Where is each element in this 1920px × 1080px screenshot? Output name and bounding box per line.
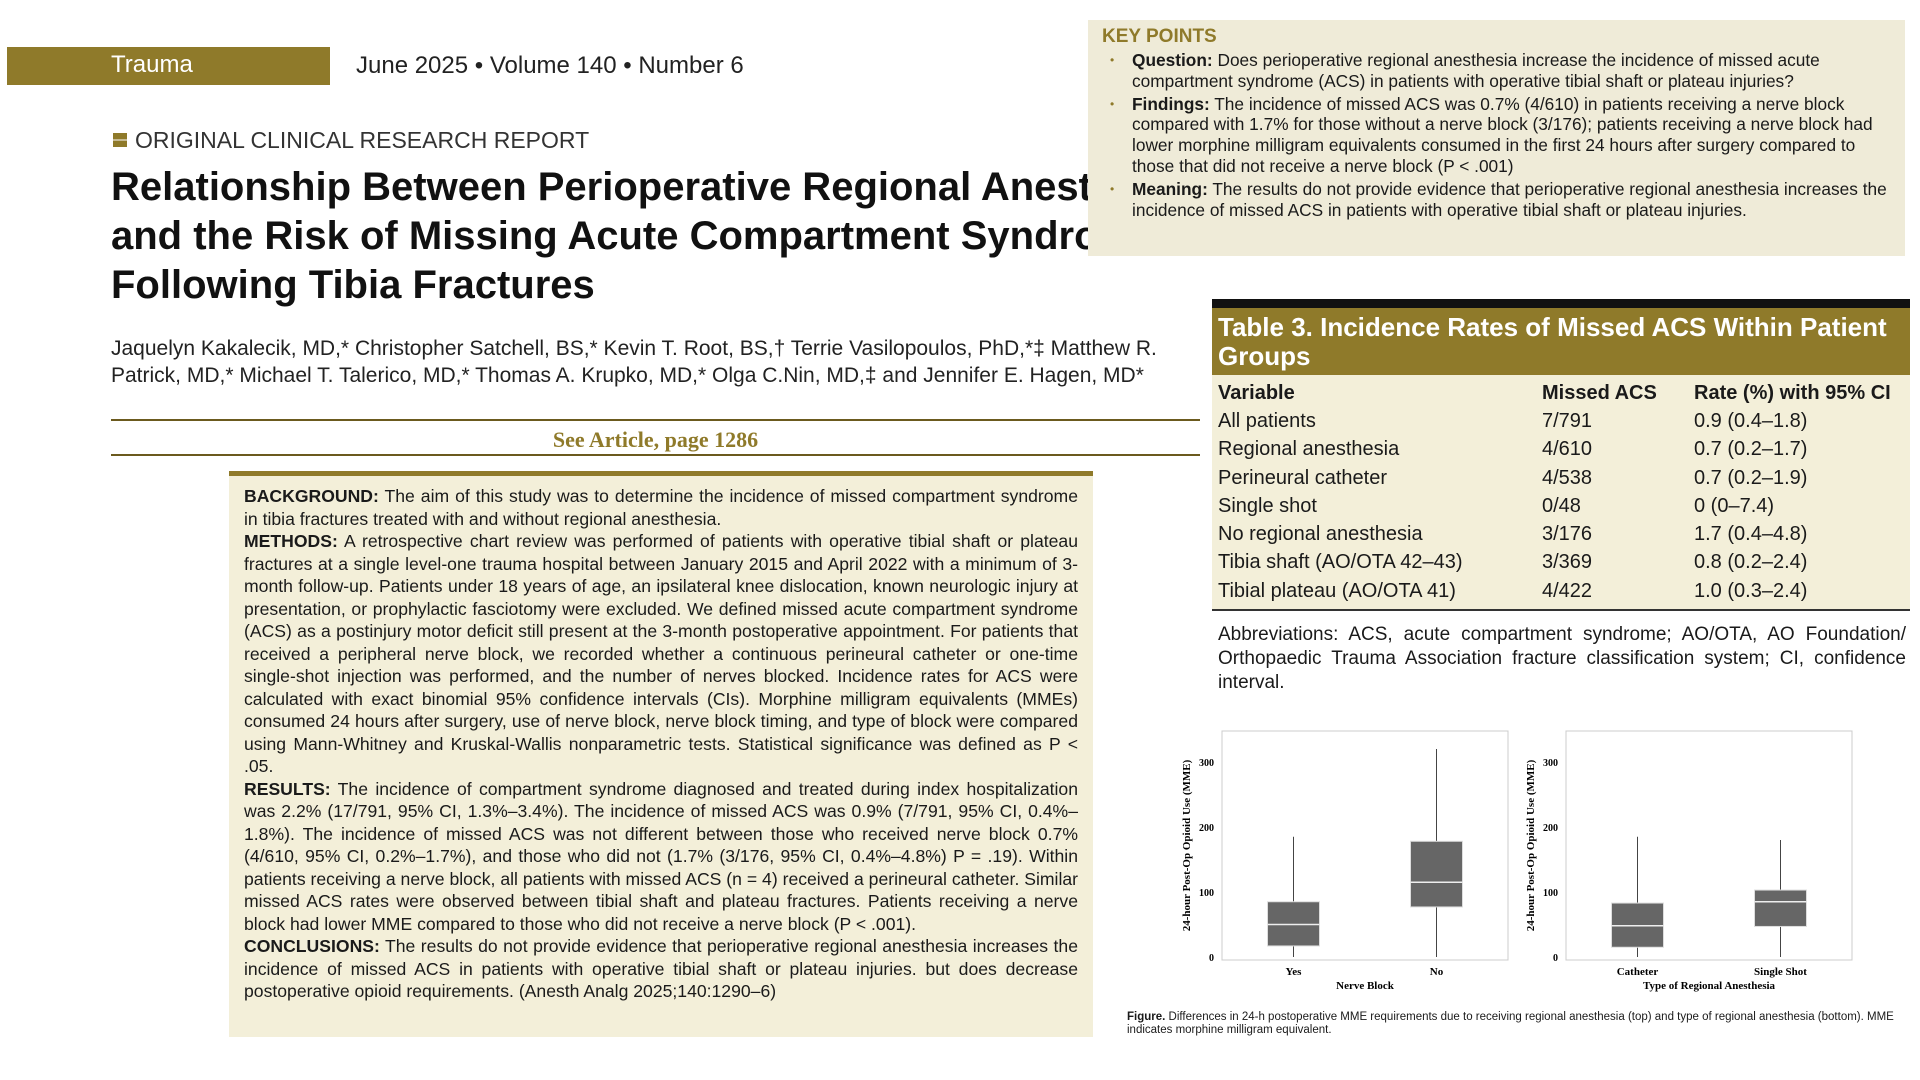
figure-caption: Figure. Differences in 24-h postoperativ… xyxy=(1127,1011,1917,1037)
key-point: Findings: The incidence of missed ACS wa… xyxy=(1102,94,1891,177)
key-point-label: Question: xyxy=(1132,50,1213,70)
table-row: Single shot 0/48 0 (0–7.4) xyxy=(1218,492,1904,520)
abstract: BACKGROUND: The aim of this study was to… xyxy=(229,471,1093,1037)
table-header-row: Variable Missed ACS Rate (%) with 95% CI xyxy=(1218,379,1904,407)
author-list: Jaquelyn Kakalecik, MD,* Christopher Sat… xyxy=(111,337,1157,387)
abstract-label: METHODS: xyxy=(244,531,338,551)
table-row: No regional anesthesia 3/176 1.7 (0.4–4.8) xyxy=(1218,520,1904,548)
report-type-label: ORIGINAL CLINICAL RESEARCH REPORT xyxy=(135,127,590,153)
boxplot-1: 0 100 200 300 24-hour Post-Op Opioid Use (MM… xyxy=(1525,730,1853,992)
x-axis-label: Nerve Block xyxy=(1336,980,1395,992)
table-cell: 3/176 xyxy=(1542,523,1593,546)
issue-info: June 2025 • Volume 140 • Number 6 xyxy=(356,52,744,79)
abstract-section: BACKGROUND: The aim of this study was to… xyxy=(244,485,1078,530)
box xyxy=(1754,889,1807,927)
divider xyxy=(111,419,1200,421)
y-tick-label: 0 xyxy=(1209,953,1214,964)
see-article-link[interactable]: See Article, page 1286 xyxy=(552,427,759,452)
y-tick-label: 300 xyxy=(1199,758,1214,769)
article-title: Relationship Between Perioperative Regio… xyxy=(111,165,1195,307)
abstract-section: RESULTS: The incidence of compartment sy… xyxy=(244,778,1078,936)
abstract-section: METHODS: A retrospective chart review wa… xyxy=(244,530,1078,778)
table-cell: 7/791 xyxy=(1542,409,1593,432)
table-cell: 1.0 (0.3–2.4) xyxy=(1694,579,1808,602)
table-cell: 1.7 (0.4–4.8) xyxy=(1694,523,1808,546)
key-points-box: KEY POINTS Question: Does perioperative … xyxy=(1088,20,1905,256)
x-tick-label: Single Shot xyxy=(1754,966,1807,978)
y-tick-label: 0 xyxy=(1553,953,1558,964)
key-point-label: Findings: xyxy=(1132,93,1210,114)
key-point-label: Meaning: xyxy=(1132,178,1208,199)
plot-frame xyxy=(1221,730,1509,961)
table-row: Tibia shaft (AO/OTA 42–43) 3/369 0.8 (0.2–… xyxy=(1218,549,1904,577)
caption-label: Figure. xyxy=(1127,1011,1166,1023)
caption-text: Differences in 24-h postoperative MME re… xyxy=(1127,1011,1894,1036)
key-point-text: The results do not provide evidence that… xyxy=(1132,178,1887,220)
boxplot-figure: 0 100 200 300 24-hour Post-Op Opioid Use (MM… xyxy=(1181,730,1853,992)
x-tick-label: No xyxy=(1430,966,1444,978)
table-cell: Perineural catheter xyxy=(1218,466,1387,489)
table-footnote: Abbreviations: ACS, acute compartment sy… xyxy=(1218,624,1906,693)
abstract-label: RESULTS: xyxy=(244,778,331,799)
key-point: Question: Does perioperative regional an… xyxy=(1102,50,1891,92)
table-row: Perineural catheter 4/538 0.7 (0.2–1.9) xyxy=(1218,464,1904,492)
table-cell: All patients xyxy=(1218,409,1316,432)
table-cell: Tibial plateau (AO/OTA 41) xyxy=(1218,579,1456,602)
table-cell: 4/610 xyxy=(1542,438,1593,461)
y-axis-label: 24-hour Post-Op Opioid Use (MME) xyxy=(1525,759,1537,931)
table-cell: 0.7 (0.2–1.9) xyxy=(1694,466,1808,489)
column-header: Missed ACS xyxy=(1542,381,1657,404)
y-tick-label: 100 xyxy=(1543,888,1558,899)
abstract-label: BACKGROUND: xyxy=(244,486,379,506)
plot-frame xyxy=(1565,730,1853,961)
abstract-section: CONCLUSIONS: The results do not provide … xyxy=(244,935,1078,1003)
table-row: Regional anesthesia 4/610 0.7 (0.2–1.7) xyxy=(1218,436,1904,464)
box xyxy=(1410,840,1463,908)
table-row: Tibial plateau (AO/OTA 41) 4/422 1.0 (0.3–… xyxy=(1218,577,1904,605)
square-bullet-icon xyxy=(113,133,127,147)
key-point-text: Does perioperative regional anesthesia i… xyxy=(1132,50,1820,91)
table-cell: Regional anesthesia xyxy=(1218,438,1400,461)
column-header: Variable xyxy=(1218,381,1295,404)
y-tick-label: 100 xyxy=(1199,888,1214,899)
section-banner: Trauma xyxy=(7,47,330,85)
y-tick-label: 300 xyxy=(1543,758,1558,769)
table-cell: 0 (0–7.4) xyxy=(1694,494,1775,517)
table-cell: 4/538 xyxy=(1542,466,1593,489)
table-body: Variable Missed ACS Rate (%) with 95% CI Al… xyxy=(1212,375,1910,612)
y-tick-label: 200 xyxy=(1199,823,1214,834)
abstract-text: The results do not provide evidence that… xyxy=(244,936,1078,1001)
abstract-label: CONCLUSIONS: xyxy=(244,936,380,956)
abstract-text: The aim of this study was to determine t… xyxy=(244,486,1078,529)
x-tick-label: Catheter xyxy=(1617,966,1659,978)
divider xyxy=(111,454,1200,456)
y-tick-label: 200 xyxy=(1543,823,1558,834)
table-cell: 3/369 xyxy=(1542,551,1593,574)
column-header: Rate (%) with 95% CI xyxy=(1694,381,1891,404)
table-row: All patients 7/791 0.9 (0.4–1.8) xyxy=(1218,407,1904,435)
table-cell: 0.9 (0.4–1.8) xyxy=(1694,409,1808,432)
x-tick-label: Yes xyxy=(1286,966,1303,978)
abstract-text: The incidence of compartment syndrome di… xyxy=(244,778,1078,934)
y-axis-label: 24-hour Post-Op Opioid Use (MME) xyxy=(1181,759,1193,931)
table-cell: 4/422 xyxy=(1542,579,1593,602)
x-axis-label: Type of Regional Anesthesia xyxy=(1643,980,1776,992)
table-cell: Tibia shaft (AO/OTA 42–43) xyxy=(1218,551,1463,574)
report-type: ORIGINAL CLINICAL RESEARCH REPORT xyxy=(113,127,589,154)
key-point-text: The incidence of missed ACS was 0.7% (4/… xyxy=(1132,93,1873,176)
boxplot-0: 0 100 200 300 24-hour Post-Op Opioid Use (MM… xyxy=(1181,730,1509,992)
table-cell: No regional anesthesia xyxy=(1218,523,1423,546)
table-title: Table 3. Incidence Rates of Missed ACS W… xyxy=(1212,308,1910,375)
key-point: Meaning: The results do not provide evid… xyxy=(1102,179,1891,221)
abstract-text: A retrospective chart review was perform… xyxy=(244,531,1078,776)
table-cell: 0/48 xyxy=(1542,494,1581,517)
table-cell: 0.8 (0.2–2.4) xyxy=(1694,551,1808,574)
table-top-rule xyxy=(1212,299,1910,308)
table-cell: Single shot xyxy=(1218,494,1317,517)
table-cell: 0.7 (0.2–1.7) xyxy=(1694,438,1808,461)
key-points-title: KEY POINTS xyxy=(1102,26,1217,47)
table-3: Table 3. Incidence Rates of Missed ACS W… xyxy=(1212,299,1910,612)
